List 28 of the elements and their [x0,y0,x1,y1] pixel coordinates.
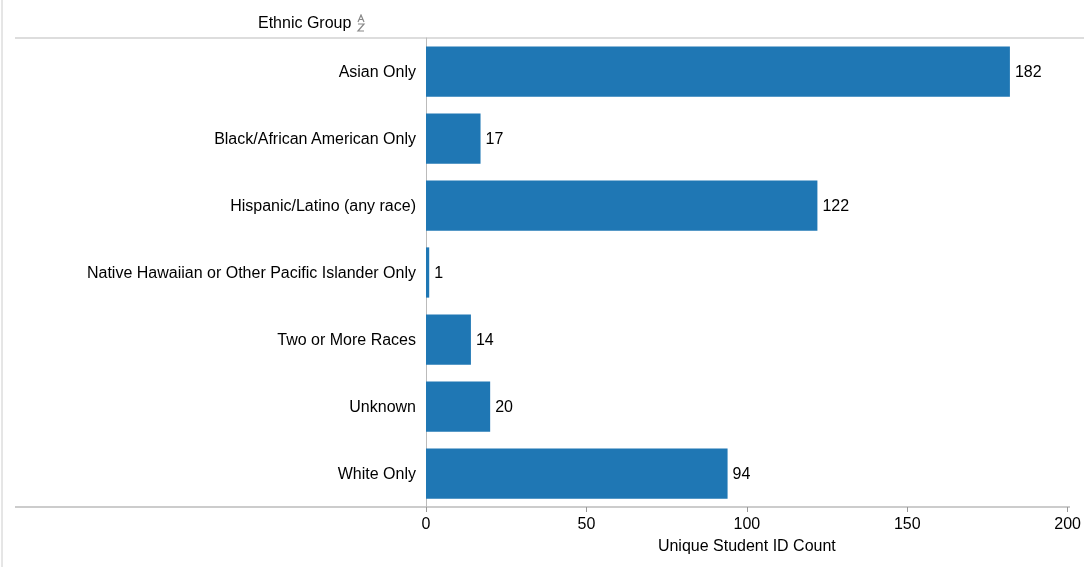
y-tick-label: Two or More Races [277,331,416,348]
data-label: 20 [495,398,514,415]
x-tick-label: 0 [421,514,431,532]
data-label: 122 [822,197,850,214]
y-tick-label: Native Hawaiian or Other Pacific Islander Only [86,264,416,281]
bar [426,448,728,499]
bar [426,381,491,432]
data-label: 14 [475,331,494,348]
bar [426,314,471,365]
x-tick-label: 200 [1054,514,1082,532]
y-tick-label: Black/African American Only [214,130,416,147]
data-label: 182 [1014,63,1042,80]
data-label: 1 [434,264,444,281]
data-label: 17 [485,130,504,147]
y-tick-label: Hispanic/Latino (any race) [230,197,416,214]
y-axis-title: Ethnic Group [258,14,352,32]
x-tick-label: 150 [893,514,921,532]
y-tick-label: White Only [337,465,416,482]
x-tick-label: 50 [577,514,596,532]
data-label: 94 [732,465,751,482]
y-tick-label: Unknown [349,398,416,415]
bar [426,113,481,164]
bar [426,180,818,231]
y-tick-label: Asian Only [338,63,416,80]
bar [426,247,430,298]
x-tick-label: 100 [733,514,761,532]
bar [426,46,1010,97]
x-axis-title: Unique Student ID Count [657,536,837,554]
